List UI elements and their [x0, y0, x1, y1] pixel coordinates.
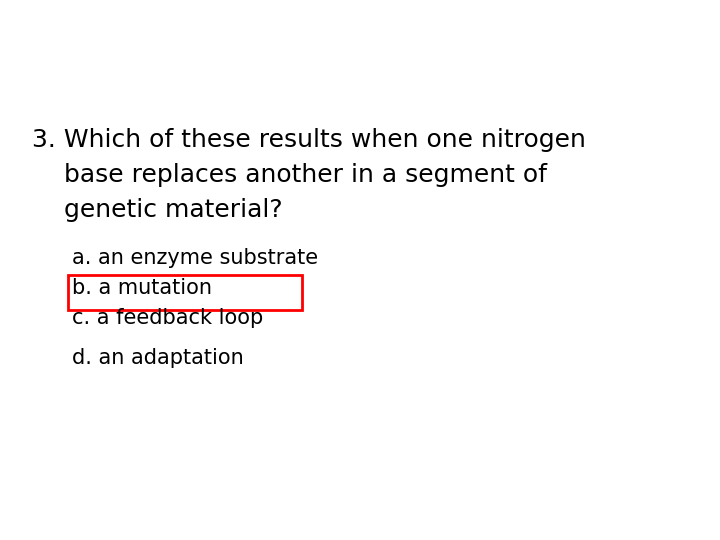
Text: c. a feedback loop: c. a feedback loop [72, 308, 264, 328]
Text: b. a mutation: b. a mutation [72, 278, 212, 298]
Text: 3. Which of these results when one nitrogen: 3. Which of these results when one nitro… [32, 128, 586, 152]
Text: base replaces another in a segment of: base replaces another in a segment of [32, 163, 547, 187]
Text: genetic material?: genetic material? [32, 198, 283, 222]
Text: d. an adaptation: d. an adaptation [72, 348, 244, 368]
Text: a. an enzyme substrate: a. an enzyme substrate [72, 248, 318, 268]
